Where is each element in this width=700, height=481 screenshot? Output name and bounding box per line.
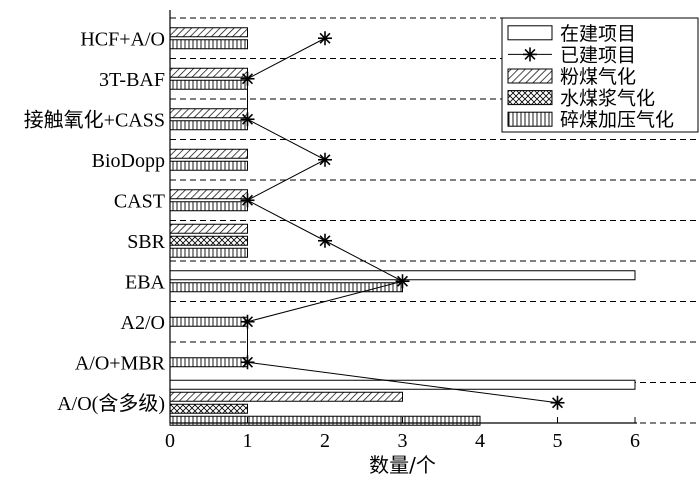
legend-item: 碎煤加压气化 <box>507 109 674 131</box>
data-point-marker <box>318 152 332 167</box>
bar-vertical <box>169 39 248 50</box>
bar-crosshatch <box>169 235 248 246</box>
legend-label: 粉煤气化 <box>560 66 636 88</box>
built-projects-line <box>240 31 565 410</box>
axes <box>169 10 637 424</box>
bar-diagonal <box>169 189 248 200</box>
data-point-marker <box>240 112 255 127</box>
category-labels: HCF+A/O 3T-BAF 接触氧化+CASS BioDopp CAST SBR EBA A… <box>24 28 166 415</box>
bar-vertical <box>169 357 248 368</box>
category-label: CAST <box>114 190 165 212</box>
legend-label: 已建项目 <box>560 44 636 66</box>
category-label: A/O(含多级) <box>57 392 165 415</box>
x-tick-label: 3 <box>398 430 408 452</box>
legend-label: 水煤浆气化 <box>560 88 655 110</box>
bar-vertical <box>169 201 248 212</box>
bar-vertical <box>169 120 248 131</box>
bar-vertical <box>169 247 248 258</box>
legend-swatch <box>507 90 553 106</box>
x-tick-label: 1 <box>243 430 253 452</box>
legend-swatch <box>507 25 553 41</box>
legend-label: 碎煤加压气化 <box>560 109 674 131</box>
legend-swatch <box>507 68 553 84</box>
bar-vertical <box>169 160 248 171</box>
bar-diagonal <box>169 391 403 402</box>
category-label: SBR <box>127 231 165 253</box>
legend-marker <box>523 47 537 62</box>
tick-labels: 0 1 2 3 4 5 6 <box>165 430 640 452</box>
data-point-marker <box>318 31 332 46</box>
bar-vertical <box>169 79 248 90</box>
legend-item: 已建项目 <box>508 44 636 66</box>
legend-label: 在建项目 <box>560 23 636 45</box>
bar-empty <box>169 379 636 390</box>
bar-diagonal <box>169 148 248 159</box>
series-line <box>246 37 558 404</box>
x-tick-label: 0 <box>165 430 175 452</box>
legend-swatch <box>507 111 553 127</box>
category-label: 3T-BAF <box>99 69 165 91</box>
category-label: BioDopp <box>92 150 165 172</box>
data-point-marker <box>395 274 410 289</box>
x-tick-label: 5 <box>553 430 563 452</box>
x-axis-title: 数量/个 <box>369 453 436 477</box>
legend-item: 水煤浆气化 <box>507 88 655 110</box>
legend-item: 粉煤气化 <box>507 66 636 88</box>
bar-diagonal <box>169 223 248 234</box>
bar-vertical <box>169 316 248 327</box>
bar-diagonal <box>169 27 248 38</box>
category-label: HCF+A/O <box>80 28 165 50</box>
x-tick-label: 4 <box>475 430 485 452</box>
data-point-marker <box>550 395 565 410</box>
bar-diagonal <box>169 67 248 78</box>
category-label: EBA <box>125 271 166 293</box>
data-point-marker <box>318 233 332 248</box>
x-tick-label: 6 <box>630 430 640 452</box>
bar-diagonal <box>169 108 248 119</box>
data-point-marker <box>240 355 255 370</box>
x-tick-label: 2 <box>320 430 330 452</box>
data-point-marker <box>240 193 255 208</box>
category-label: A/O+MBR <box>75 352 166 374</box>
category-label: 接触氧化+CASS <box>24 108 165 131</box>
data-point-marker <box>240 314 255 329</box>
data-point-marker <box>240 71 255 86</box>
category-label: A2/O <box>121 312 165 334</box>
bar-crosshatch <box>169 403 248 414</box>
legend-item: 在建项目 <box>507 23 636 45</box>
